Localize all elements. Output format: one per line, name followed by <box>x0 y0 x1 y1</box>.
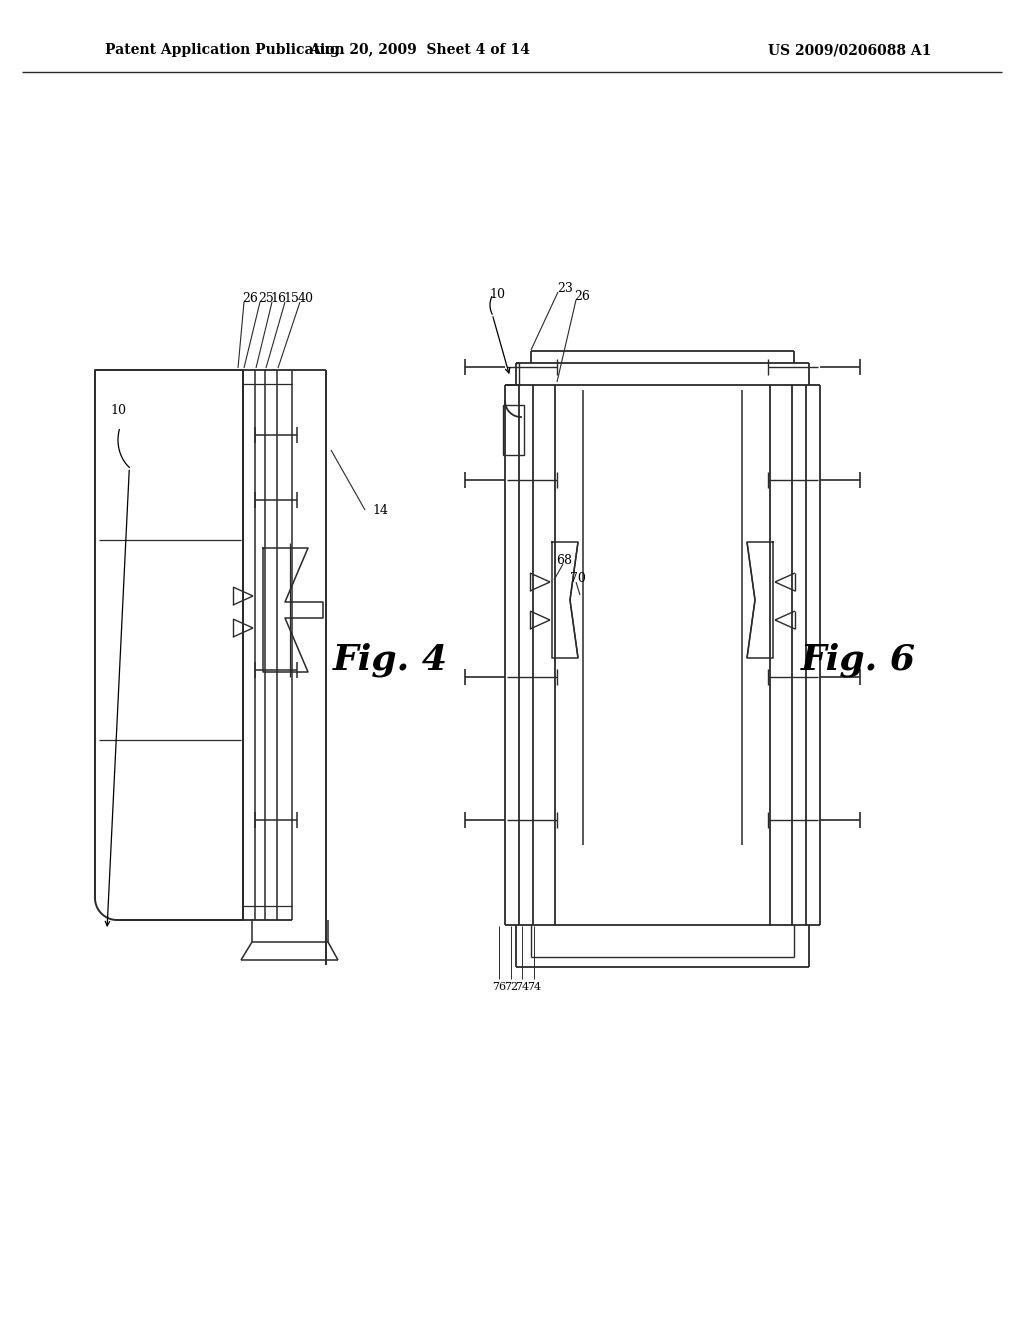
Text: 16: 16 <box>270 292 286 305</box>
Text: 74: 74 <box>515 982 529 993</box>
Text: US 2009/0206088 A1: US 2009/0206088 A1 <box>768 44 932 57</box>
Text: 74: 74 <box>527 982 541 993</box>
Text: 40: 40 <box>298 292 314 305</box>
Text: 10: 10 <box>110 404 126 417</box>
Text: 76: 76 <box>492 982 506 993</box>
Text: 14: 14 <box>372 503 388 516</box>
Text: 25: 25 <box>258 292 273 305</box>
Text: 72: 72 <box>504 982 518 993</box>
Text: 15: 15 <box>283 292 299 305</box>
Text: 26: 26 <box>574 289 590 302</box>
Text: Fig. 4: Fig. 4 <box>333 643 447 677</box>
Text: Aug. 20, 2009  Sheet 4 of 14: Aug. 20, 2009 Sheet 4 of 14 <box>309 44 530 57</box>
Text: Fig. 6: Fig. 6 <box>801 643 915 677</box>
Text: 10: 10 <box>489 289 505 301</box>
Text: 68: 68 <box>556 553 572 566</box>
Bar <box>503 405 524 455</box>
Text: Patent Application Publication: Patent Application Publication <box>105 44 345 57</box>
Text: 23: 23 <box>557 281 572 294</box>
Text: 26: 26 <box>242 292 258 305</box>
Text: 70: 70 <box>570 572 586 585</box>
